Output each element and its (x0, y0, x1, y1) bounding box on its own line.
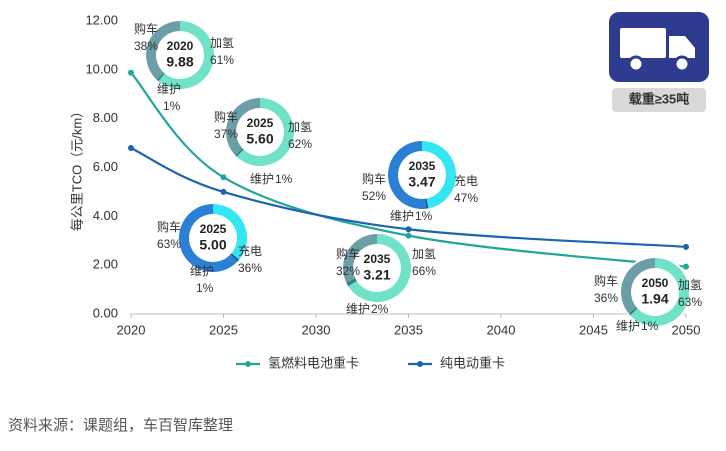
x-tick-label: 2020 (117, 322, 146, 337)
segment-name: 购车 (157, 219, 181, 234)
segment-name: 维护 (346, 302, 370, 316)
donut-segment (628, 307, 638, 316)
donut-segment (346, 278, 357, 287)
y-tick-label: 8.00 (93, 110, 118, 125)
donut-segment (387, 141, 427, 209)
x-tick-label: 2040 (487, 322, 516, 337)
donut-tco: 9.88 (166, 54, 193, 70)
donut-segment (156, 72, 165, 82)
segment-name: 加氢 (678, 277, 702, 292)
y-tick-label: 2.00 (93, 257, 118, 272)
donut-segment (630, 258, 689, 326)
x-tick-label: 2025 (209, 322, 238, 337)
donut-segment (146, 21, 180, 80)
donut-tco: 5.00 (199, 237, 226, 253)
donut-segment (236, 98, 295, 167)
series-point (220, 174, 227, 181)
segment-label: 36% (238, 261, 262, 275)
y-tick-label: 0.00 (93, 305, 118, 320)
segment-label: 52% (362, 189, 386, 203)
series-point (220, 188, 227, 195)
source: 资料来源：课题组，车百智库整理 (8, 416, 233, 434)
donut-segment (213, 204, 247, 260)
y-tick-label: 12.00 (85, 12, 118, 27)
donut-segment (235, 148, 244, 157)
segment-label: 1% (275, 172, 293, 186)
segment-name: 加氢 (210, 35, 234, 50)
segment-label: 1% (415, 209, 433, 223)
donut-tco: 1.94 (641, 291, 668, 307)
series-point (128, 144, 134, 151)
donut-tco: 5.60 (246, 131, 273, 147)
segment-label: 66% (412, 264, 436, 278)
segment-name: 维护 (157, 82, 181, 96)
donut-segment (230, 253, 240, 262)
segment-name: 购车 (594, 273, 618, 288)
series-point (128, 69, 134, 76)
segment-name: 购车 (134, 21, 158, 36)
series-point (405, 226, 412, 233)
segment-name: 维护 (390, 209, 414, 223)
donut-year: 2035 (364, 252, 391, 266)
y-tick-label: 4.00 (93, 208, 118, 223)
segment-name: 加氢 (288, 119, 312, 134)
segment-name: 维护 (616, 319, 640, 333)
x-tick-label: 2050 (672, 322, 701, 337)
segment-label: 1% (641, 319, 659, 333)
segment-label: 63% (157, 237, 181, 251)
badge: 载重≥35吨 (629, 91, 690, 106)
badge-bg (612, 88, 706, 112)
donut-year: 2025 (200, 222, 227, 236)
y-tick-label: 6.00 (93, 159, 118, 174)
donut-segment (178, 204, 238, 272)
segment-name: 购车 (362, 171, 386, 186)
donut-segment (348, 234, 411, 302)
series-point (405, 232, 412, 239)
series-line (130, 146, 687, 248)
x-tick-label: 2035 (394, 322, 423, 337)
segment-name: 加氢 (412, 246, 436, 261)
segment-label: 37% (214, 127, 238, 141)
donut-year: 2050 (642, 276, 669, 290)
x-tick-label: 2045 (579, 322, 608, 337)
segment-label: 62% (288, 137, 312, 151)
segment-name: 充电 (238, 243, 262, 258)
segment-label: 36% (594, 291, 618, 305)
segment-label: 32% (336, 264, 360, 278)
segment-label: 47% (454, 191, 478, 205)
segment-label: 2% (371, 302, 389, 316)
donut-segment (343, 234, 377, 283)
donut-segment (620, 258, 655, 314)
legend-marker (417, 361, 423, 367)
donut-tco: 3.21 (363, 267, 390, 283)
segment-label: 38% (134, 39, 158, 53)
segment-name: 购车 (336, 246, 360, 261)
segment-label: 1% (196, 281, 214, 295)
segment-name: 维护 (250, 172, 274, 186)
donut-year: 2035 (409, 159, 436, 173)
segment-label: 61% (210, 53, 234, 67)
y-tick-label: 10.00 (85, 61, 118, 76)
legend-marker (245, 361, 251, 367)
segment-name: 维护 (190, 264, 214, 278)
x-tick-label: 2030 (302, 322, 331, 337)
donut-year: 2025 (247, 116, 274, 130)
series-point (683, 263, 689, 270)
donut-segment (425, 198, 429, 209)
donut-segment (226, 98, 260, 156)
segment-name: 购车 (214, 109, 238, 124)
donut-tco: 3.47 (408, 174, 435, 190)
segment-label: 63% (678, 295, 702, 309)
legend-label: 纯电动重卡 (440, 355, 505, 370)
truck-icon (620, 28, 695, 73)
segment-label: 1% (163, 99, 181, 113)
segment-name: 充电 (454, 173, 478, 188)
donut-year: 2020 (167, 39, 194, 53)
y-axis-label: 每公里TCO（元/km） (69, 105, 84, 231)
donut-segment (158, 21, 215, 89)
donut-segment (422, 141, 456, 209)
legend-label: 氢燃料电池重卡 (268, 355, 359, 370)
series-point (683, 243, 689, 250)
